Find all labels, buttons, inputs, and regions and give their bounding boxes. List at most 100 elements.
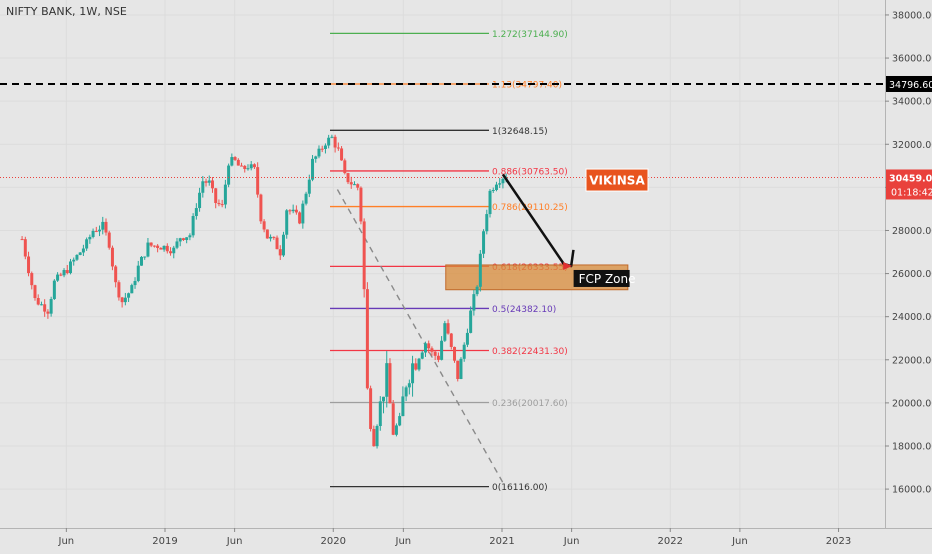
- time-tick-label: Jun: [58, 536, 75, 547]
- fib-level-label: 0.5(24382.10): [492, 305, 556, 315]
- candle-body: [68, 261, 72, 274]
- fib-level-label: 1(32648.15): [492, 127, 548, 137]
- candle-body: [259, 194, 263, 222]
- candle-body: [362, 221, 366, 290]
- candle-body: [388, 363, 392, 404]
- candle-body: [462, 344, 466, 359]
- symbol-label: NIFTY BANK, 1W, NSE: [6, 5, 127, 18]
- price-tick-label: 24000.00: [892, 312, 932, 323]
- candle-body: [430, 348, 434, 352]
- candle-body: [159, 248, 163, 250]
- candle-body: [475, 286, 479, 295]
- candle-body: [404, 387, 408, 397]
- candle-body: [214, 188, 218, 203]
- candle-body: [256, 167, 260, 195]
- candle-body: [482, 231, 486, 254]
- candle-body: [356, 184, 360, 188]
- candle-body: [456, 360, 460, 379]
- candle-body: [23, 239, 27, 257]
- candle-body: [449, 333, 453, 347]
- candle-body: [175, 241, 179, 248]
- candle-body: [46, 311, 50, 314]
- price-tick-label: 18000.00: [892, 441, 932, 452]
- candle-body: [223, 184, 227, 205]
- candle-body: [314, 156, 318, 159]
- price-tick-label: 26000.00: [892, 269, 932, 280]
- price-tick-label: 28000.00: [892, 226, 932, 237]
- dashed-level-tag: 34796.60: [889, 80, 932, 91]
- candle-body: [317, 148, 321, 157]
- candle-body: [230, 157, 234, 166]
- candle-body: [269, 236, 273, 239]
- candle-body: [423, 343, 427, 353]
- candle-body: [117, 282, 121, 298]
- candles-layer: [20, 134, 508, 449]
- candle-body: [411, 363, 415, 384]
- fib-level-label: 1.13(34797.40): [492, 80, 562, 90]
- candle-body: [39, 304, 43, 306]
- fcp-zone-label: FCP Zone: [579, 272, 636, 286]
- time-tick-label: 2020: [321, 536, 346, 547]
- candle-body: [320, 148, 324, 150]
- candle-body: [188, 235, 192, 238]
- last-price-tag: 30459.00: [889, 173, 932, 184]
- countdown-tag: 01:18:42: [891, 187, 932, 198]
- candle-body: [278, 249, 282, 256]
- candle-body: [288, 210, 292, 212]
- candle-body: [501, 178, 505, 184]
- candle-body: [59, 274, 63, 276]
- price-tick-label: 38000.00: [892, 10, 932, 21]
- candle-body: [262, 221, 266, 230]
- candle-body: [191, 216, 195, 236]
- candle-body: [240, 165, 244, 167]
- candle-body: [465, 332, 469, 345]
- candle-body: [198, 192, 202, 209]
- candle-body: [236, 159, 240, 166]
- candle-body: [369, 388, 373, 429]
- candle-body: [207, 180, 211, 183]
- dashed-level-tag-bg: [886, 75, 932, 92]
- candle-body: [433, 351, 437, 356]
- candle-body: [246, 168, 250, 170]
- candle-body: [136, 265, 140, 282]
- candle-body: [382, 396, 386, 402]
- candle-body: [365, 289, 369, 389]
- candle-body: [340, 148, 344, 161]
- candle-body: [304, 193, 308, 204]
- candle-body: [349, 182, 353, 185]
- candle-body: [436, 355, 440, 360]
- fib-level-label: 0(16116.00): [492, 483, 548, 493]
- candle-body: [417, 358, 421, 370]
- candle-body: [301, 203, 305, 224]
- candle-body: [311, 158, 315, 180]
- candle-body: [488, 190, 492, 215]
- candle-body: [81, 248, 85, 253]
- candle-body: [178, 238, 182, 242]
- candle-body: [114, 266, 118, 283]
- candle-body: [210, 180, 214, 189]
- time-tick-label: Jun: [563, 536, 580, 547]
- fib-level-label: 0.236(20017.60): [492, 399, 568, 409]
- vikinsa-badge: VIKINSA: [589, 174, 645, 188]
- time-tick-label: 2023: [826, 536, 851, 547]
- candle-body: [146, 242, 150, 257]
- candle-body: [88, 236, 92, 240]
- candle-body: [30, 273, 34, 286]
- candle-body: [110, 247, 114, 267]
- time-tick-label: 2021: [489, 536, 514, 547]
- price-tick-label: 20000.00: [892, 398, 932, 409]
- candle-body: [281, 234, 285, 256]
- candle-body: [201, 181, 205, 193]
- time-tick-label: 2022: [658, 536, 683, 547]
- projection-arrowhead: [563, 262, 573, 271]
- time-tick-label: Jun: [731, 536, 748, 547]
- candle-body: [52, 280, 56, 300]
- candle-body: [156, 245, 160, 249]
- fib-level-label: 0.886(30763.50): [492, 167, 568, 177]
- candle-body: [62, 270, 66, 276]
- candle-body: [43, 304, 47, 312]
- candle-body: [491, 189, 495, 191]
- candle-body: [165, 245, 169, 252]
